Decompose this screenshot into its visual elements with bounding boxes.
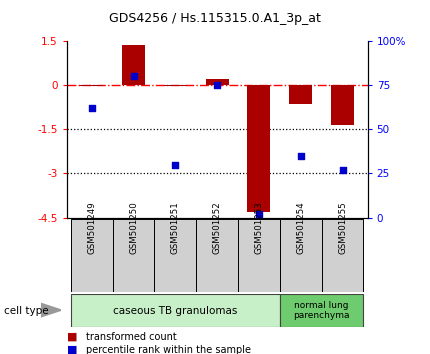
Text: GSM501249: GSM501249 <box>87 202 96 254</box>
Bar <box>280 294 363 327</box>
Text: GSM501254: GSM501254 <box>296 201 305 254</box>
Point <box>214 82 221 88</box>
Point <box>88 105 95 111</box>
Text: GSM501250: GSM501250 <box>129 201 138 254</box>
Text: ■: ■ <box>67 345 77 354</box>
Text: percentile rank within the sample: percentile rank within the sample <box>86 345 251 354</box>
Text: caseous TB granulomas: caseous TB granulomas <box>113 306 237 316</box>
Bar <box>122 45 145 85</box>
Bar <box>322 219 363 292</box>
Text: GSM501251: GSM501251 <box>171 201 180 254</box>
Bar <box>196 219 238 292</box>
Point <box>130 73 137 79</box>
Text: normal lung
parenchyma: normal lung parenchyma <box>293 301 350 320</box>
Text: ■: ■ <box>67 332 77 342</box>
Bar <box>164 85 187 86</box>
Bar <box>238 219 280 292</box>
Bar <box>113 219 154 292</box>
Bar <box>154 219 196 292</box>
Polygon shape <box>41 303 61 317</box>
Bar <box>331 85 354 125</box>
Bar <box>289 85 312 104</box>
Bar <box>80 85 103 86</box>
Text: GSM501252: GSM501252 <box>213 201 221 254</box>
Text: GSM501253: GSM501253 <box>255 201 264 254</box>
Point <box>297 153 304 159</box>
Bar <box>247 85 270 212</box>
Text: GSM501255: GSM501255 <box>338 201 347 254</box>
Point <box>255 211 262 217</box>
Bar <box>280 219 322 292</box>
Point <box>172 162 179 167</box>
Text: GDS4256 / Hs.115315.0.A1_3p_at: GDS4256 / Hs.115315.0.A1_3p_at <box>109 12 321 25</box>
Bar <box>206 79 229 85</box>
Bar <box>71 294 280 327</box>
Point <box>339 167 346 173</box>
Bar <box>71 219 113 292</box>
Text: transformed count: transformed count <box>86 332 177 342</box>
Text: cell type: cell type <box>4 306 49 316</box>
